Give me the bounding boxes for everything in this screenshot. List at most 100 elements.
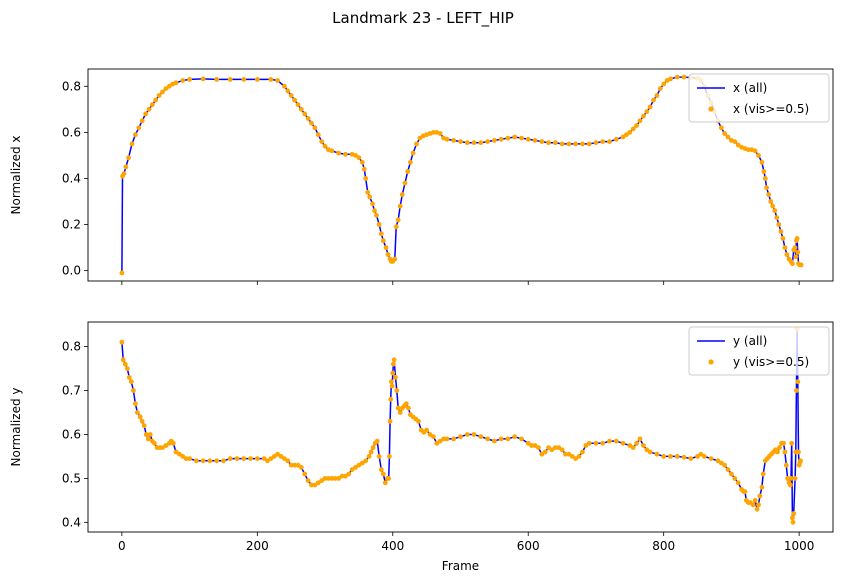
x-data-point — [512, 134, 518, 140]
y-data-point — [124, 366, 130, 371]
x-data-point — [478, 140, 484, 146]
y-data-point — [729, 471, 734, 477]
x-data-point — [322, 143, 328, 149]
x-data-point — [654, 93, 660, 98]
x-data-point — [784, 252, 790, 257]
y-data-point — [173, 449, 179, 455]
x-data-point — [302, 111, 308, 117]
x-ylabel: Normalized x — [9, 136, 23, 215]
y-data-point — [312, 482, 318, 488]
y-data-point — [177, 451, 182, 457]
y-data-point — [789, 440, 795, 446]
y-data-point — [781, 440, 786, 446]
y-data-point — [647, 449, 653, 455]
y-data-point — [668, 454, 673, 459]
y-data-point — [688, 456, 694, 461]
y-data-point — [128, 379, 134, 385]
y-data-point — [795, 379, 801, 385]
x-data-point — [408, 159, 413, 165]
y-data-point — [552, 445, 558, 450]
y-data-point — [143, 432, 149, 437]
y-data-point — [566, 451, 572, 457]
y-data-point — [145, 436, 151, 442]
y-data-point — [754, 506, 760, 512]
x-data-point — [780, 236, 786, 241]
x-data-point — [772, 208, 778, 214]
x-data-point — [792, 245, 798, 251]
y-data-point — [241, 456, 247, 461]
x-data-point — [600, 139, 606, 145]
x-data-point — [764, 185, 769, 191]
y-legend-point-swatch — [708, 359, 714, 365]
x-data-point — [768, 199, 774, 204]
y-axes-frame — [87, 321, 834, 533]
x-legend-label-all: x (all) — [733, 81, 767, 95]
y-data-point — [395, 405, 401, 411]
y-data-point — [268, 456, 274, 461]
x-data-point — [644, 109, 650, 114]
y-data-point — [278, 454, 284, 459]
y-ytick-label: 0.5 — [62, 471, 81, 485]
y-data-point — [329, 476, 335, 481]
y-data-point — [282, 456, 287, 461]
y-data-point — [546, 445, 551, 450]
y-data-point — [343, 473, 348, 479]
y-data-point — [698, 451, 704, 457]
y-xtick-label: 200 — [246, 539, 269, 553]
x-data-point — [637, 118, 643, 124]
y-ytick-label: 0.8 — [62, 340, 81, 354]
y-data-point — [742, 489, 748, 494]
x-data-point — [580, 141, 585, 147]
y-data-point — [227, 456, 233, 461]
x-data-point — [620, 134, 626, 140]
y-data-point — [163, 443, 169, 448]
x-data-point — [298, 106, 304, 112]
y-data-point — [637, 436, 643, 442]
x-data-point — [759, 159, 765, 165]
x-data-point — [146, 106, 152, 112]
x-data-point — [492, 138, 497, 143]
y-data-point — [336, 476, 341, 481]
x-data-point — [187, 77, 193, 82]
x-legend: x (all) x (vis>=0.5) — [688, 73, 830, 123]
x-data-point — [129, 141, 135, 147]
x-data-point — [356, 155, 362, 161]
y-data-point — [305, 478, 311, 483]
y-data-point — [681, 454, 687, 460]
y-data-point — [406, 405, 411, 411]
x-data-point — [464, 140, 470, 146]
x-data-point — [766, 192, 772, 198]
y-data-point — [757, 493, 763, 499]
y-data-point — [556, 445, 562, 450]
y-data-point — [141, 423, 147, 429]
y-data-point — [234, 456, 240, 461]
y-data-point — [775, 449, 780, 455]
x-data-point — [431, 130, 436, 135]
y-data-point — [708, 456, 714, 461]
x-data-point — [745, 147, 751, 153]
x-data-point — [397, 203, 403, 209]
x-data-point — [793, 254, 799, 260]
y-data-point — [701, 454, 707, 459]
y-data-point — [536, 445, 541, 450]
y-xtick-label: 0 — [118, 539, 126, 553]
y-data-point — [119, 339, 125, 345]
y-data-point — [368, 449, 374, 455]
x-data-point — [641, 113, 646, 119]
y-data-point — [200, 458, 206, 464]
x-data-point — [776, 222, 782, 227]
x-data-point — [774, 215, 780, 221]
y-data-point — [715, 458, 721, 464]
y-data-point — [756, 502, 761, 508]
y-data-point — [322, 476, 328, 481]
x-data-point — [593, 140, 599, 146]
y-data-point — [613, 438, 619, 444]
y-data-point — [785, 476, 790, 481]
y-data-point — [519, 436, 524, 442]
y-data-point — [782, 449, 788, 455]
x-data-point — [798, 262, 804, 268]
x-data-point — [367, 194, 373, 200]
y-data-point — [380, 471, 386, 477]
y-data-point — [353, 465, 358, 470]
x-data-point — [566, 141, 572, 147]
